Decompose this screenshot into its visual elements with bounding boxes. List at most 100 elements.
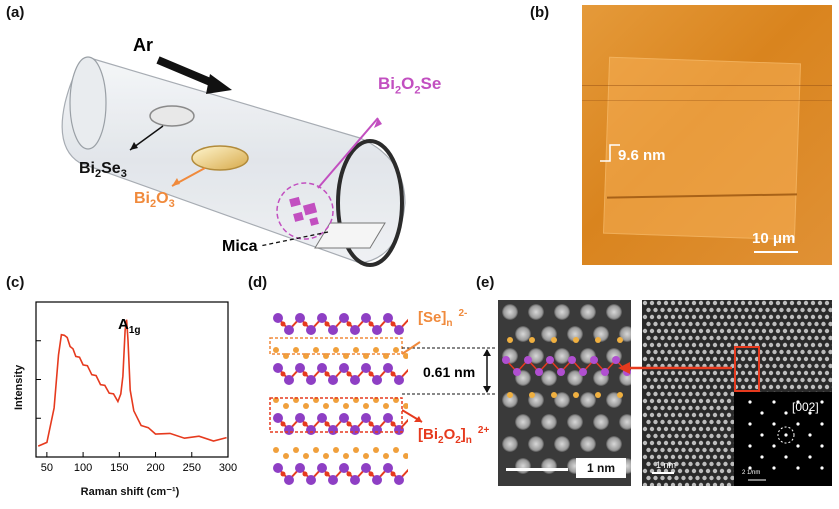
- bi2se3-label: Bi2Se3: [79, 160, 127, 181]
- bi-atom: [273, 413, 283, 423]
- panel-c-label: (c): [6, 274, 25, 291]
- lattice-spot: [554, 392, 570, 408]
- o-atom: [390, 421, 396, 427]
- se-atom: [383, 403, 389, 409]
- o-atom: [324, 471, 330, 477]
- afm-scale-bar: [754, 251, 798, 253]
- furnace-tube-illustration: [61, 56, 406, 267]
- o-atom: [368, 321, 374, 327]
- lattice-spot: [502, 304, 518, 320]
- bi-atom: [284, 375, 294, 385]
- se-atom: [383, 453, 389, 459]
- x-axis-title: Raman shift (cm⁻¹): [81, 486, 180, 498]
- se-atom: [313, 347, 319, 353]
- lattice-spot: [554, 304, 570, 320]
- raman-chart: 50 100 150 200 250 300 Intensity Raman shift …: [13, 301, 237, 498]
- bi-atom: [361, 313, 371, 323]
- bi-atom: [372, 375, 382, 385]
- bi-atom: [306, 375, 316, 385]
- mica-substrate: [314, 222, 386, 249]
- se-atom: [373, 447, 379, 453]
- bi-atom: [317, 413, 327, 423]
- lattice-spot: [580, 304, 596, 320]
- se-atom: [293, 447, 299, 453]
- o-atom: [302, 371, 308, 377]
- bi-atom: [350, 425, 360, 435]
- se-atom: [303, 403, 309, 409]
- peak-annotation: A1g: [118, 316, 141, 336]
- panel-a-label: (a): [6, 4, 25, 21]
- bi-atom: [328, 425, 338, 435]
- o-atom: [280, 471, 286, 477]
- o-atom: [346, 371, 352, 377]
- fft-label: [002]: [792, 400, 819, 414]
- bi-atom: [328, 325, 338, 335]
- gas-flow-arrow: [156, 56, 217, 88]
- bi-atom: [295, 363, 305, 373]
- bi-atom: [372, 425, 382, 435]
- se-atom: [273, 347, 279, 353]
- se-atom: [343, 403, 349, 409]
- se-atom: [313, 447, 319, 453]
- x-tick-label: 200: [146, 462, 164, 474]
- afm-scale-label: 10 μm: [752, 230, 796, 247]
- bi-atom: [273, 313, 283, 323]
- bi2se3-boat: [149, 105, 195, 127]
- panel-d-label: (d): [248, 274, 268, 291]
- se-atom: [353, 447, 359, 453]
- bi-atom: [273, 363, 283, 373]
- bi-atom: [394, 325, 404, 335]
- bi-atom: [284, 475, 294, 485]
- lattice-spot: [580, 392, 596, 408]
- se-atom: [403, 453, 408, 459]
- bi2o2-layer-label: [Bi2O2]n2+: [418, 425, 490, 446]
- o-atom: [368, 471, 374, 477]
- zoom-box: [734, 346, 760, 392]
- o-atom: [324, 421, 330, 427]
- bi-atom: [372, 475, 382, 485]
- stem-scale-bar: [506, 468, 568, 471]
- se-atom: [343, 453, 349, 459]
- o-atom: [302, 471, 308, 477]
- lattice-spot: [580, 436, 596, 452]
- bi-atom: [350, 475, 360, 485]
- x-tick-label: 50: [41, 462, 53, 474]
- lattice-spot: [541, 370, 557, 386]
- x-tick-label: 100: [74, 462, 92, 474]
- bi-atom: [361, 463, 371, 473]
- bi-atom: [317, 313, 327, 323]
- bi-atom: [350, 325, 360, 335]
- o-atom: [368, 421, 374, 427]
- lattice-spot: [554, 348, 570, 364]
- o-atom: [346, 421, 352, 427]
- afm-image: 9.6 nm 10 μm: [582, 5, 832, 265]
- bi-atom: [306, 425, 316, 435]
- o-atom: [346, 321, 352, 327]
- se-atom: [363, 453, 369, 459]
- o-atom: [280, 321, 286, 327]
- lattice-spot: [567, 414, 583, 430]
- bi-atom: [372, 325, 382, 335]
- lattice-spot: [528, 436, 544, 452]
- se-atom: [303, 453, 309, 459]
- bi-atom: [394, 375, 404, 385]
- product-label: Bi2O2Se: [378, 74, 442, 97]
- se-layer-label: [Se]n2-: [418, 308, 468, 329]
- bi-atom: [306, 325, 316, 335]
- x-tick-label: 150: [110, 462, 128, 474]
- product-highlight-circle: [276, 182, 334, 240]
- se-atom: [403, 353, 408, 359]
- lattice-spot: [528, 304, 544, 320]
- se-atom: [393, 347, 399, 353]
- lattice-spot: [502, 392, 518, 408]
- lattice-spot: [606, 436, 622, 452]
- se-atom: [283, 403, 289, 409]
- stem-scale-label: 1 nm: [576, 458, 626, 478]
- o-atom: [280, 371, 286, 377]
- tube-front-opening: [336, 139, 404, 267]
- atom-overlay: [502, 337, 631, 398]
- o-atom: [324, 371, 330, 377]
- se-atom: [403, 403, 408, 409]
- o-atom: [346, 471, 352, 477]
- se-atom: [333, 347, 339, 353]
